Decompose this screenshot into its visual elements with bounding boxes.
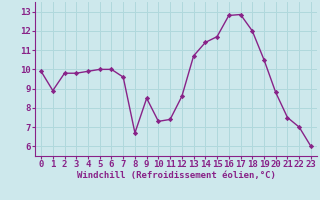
X-axis label: Windchill (Refroidissement éolien,°C): Windchill (Refroidissement éolien,°C): [76, 171, 276, 180]
